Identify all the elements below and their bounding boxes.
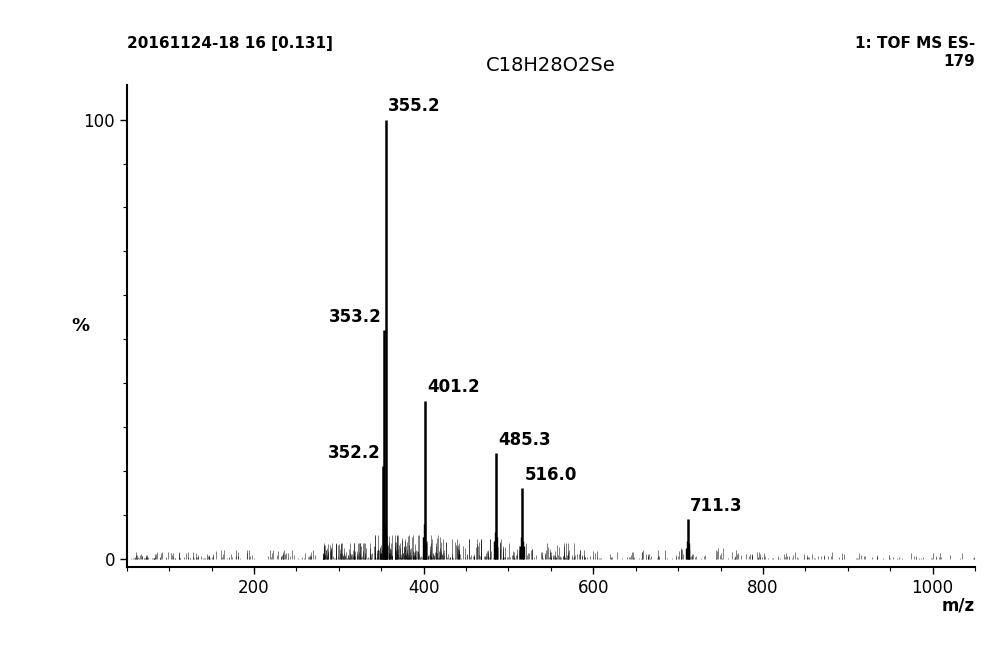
Text: 353.2: 353.2 [329,308,381,326]
Text: 1: TOF MS ES-
179: 1: TOF MS ES- 179 [855,36,975,69]
Text: %: % [71,317,89,335]
Text: 352.2: 352.2 [328,444,381,462]
Text: m/z: m/z [942,597,975,614]
Text: 711.3: 711.3 [690,497,743,515]
Text: 355.2: 355.2 [388,98,441,115]
Text: 20161124-18 16 [0.131]: 20161124-18 16 [0.131] [127,36,333,51]
Text: 485.3: 485.3 [499,431,551,449]
Text: 516.0: 516.0 [525,466,577,484]
Title: C18H28O2Se: C18H28O2Se [486,56,616,75]
Text: 401.2: 401.2 [427,378,480,396]
